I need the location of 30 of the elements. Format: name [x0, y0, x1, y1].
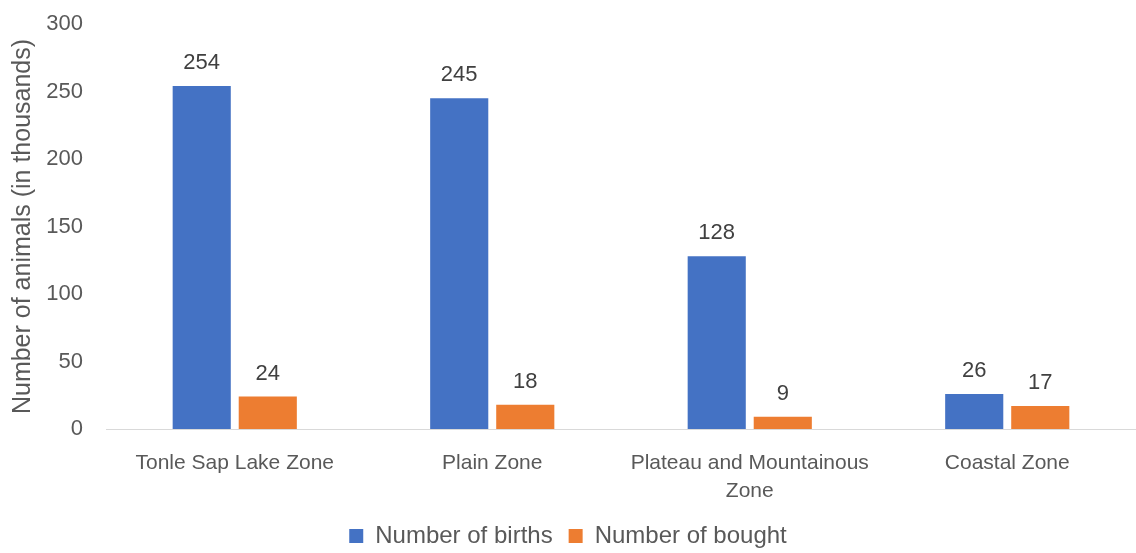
y-tick-label: 50: [58, 347, 83, 373]
legend-label: Number of births: [375, 520, 553, 548]
bar: [430, 98, 489, 429]
x-tick-label: Coastal Zone: [944, 449, 1070, 473]
y-tick-label: 0: [70, 415, 83, 441]
y-tick-label: 100: [46, 280, 83, 306]
data-label: 9: [776, 379, 789, 405]
data-label: 254: [183, 49, 221, 75]
data-label: 18: [513, 367, 538, 393]
x-tick-label: Tonle Sap Lake Zone: [135, 449, 334, 473]
bar: [687, 256, 746, 429]
bar: [238, 396, 297, 429]
bar: [172, 86, 231, 429]
bar: [945, 393, 1004, 429]
y-tick-label: 300: [46, 10, 83, 36]
x-tick-label: Plain Zone: [442, 449, 543, 473]
y-tick-label: 200: [46, 145, 83, 171]
x-tick-label: Plateau and Mountainous Zone: [630, 449, 869, 501]
data-label: 128: [698, 219, 736, 245]
legend-label: Number of bought: [594, 520, 788, 548]
data-label: 17: [1028, 369, 1053, 395]
bar: [496, 404, 555, 429]
data-label: 26: [961, 356, 987, 382]
bar: [753, 416, 812, 429]
y-axis-title: Number of animals (in thousands): [6, 38, 35, 415]
y-tick-label: 150: [46, 212, 83, 238]
bar: [1011, 406, 1070, 429]
data-label: 245: [440, 61, 478, 87]
y-tick-label: 250: [46, 77, 83, 103]
data-label: 24: [255, 359, 281, 385]
